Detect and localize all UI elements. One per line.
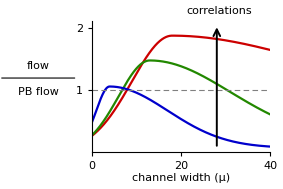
Text: PB flow: PB flow xyxy=(18,87,59,97)
Text: flow: flow xyxy=(27,61,50,71)
X-axis label: channel width (μ): channel width (μ) xyxy=(132,174,230,184)
Text: correlations: correlations xyxy=(187,6,252,16)
